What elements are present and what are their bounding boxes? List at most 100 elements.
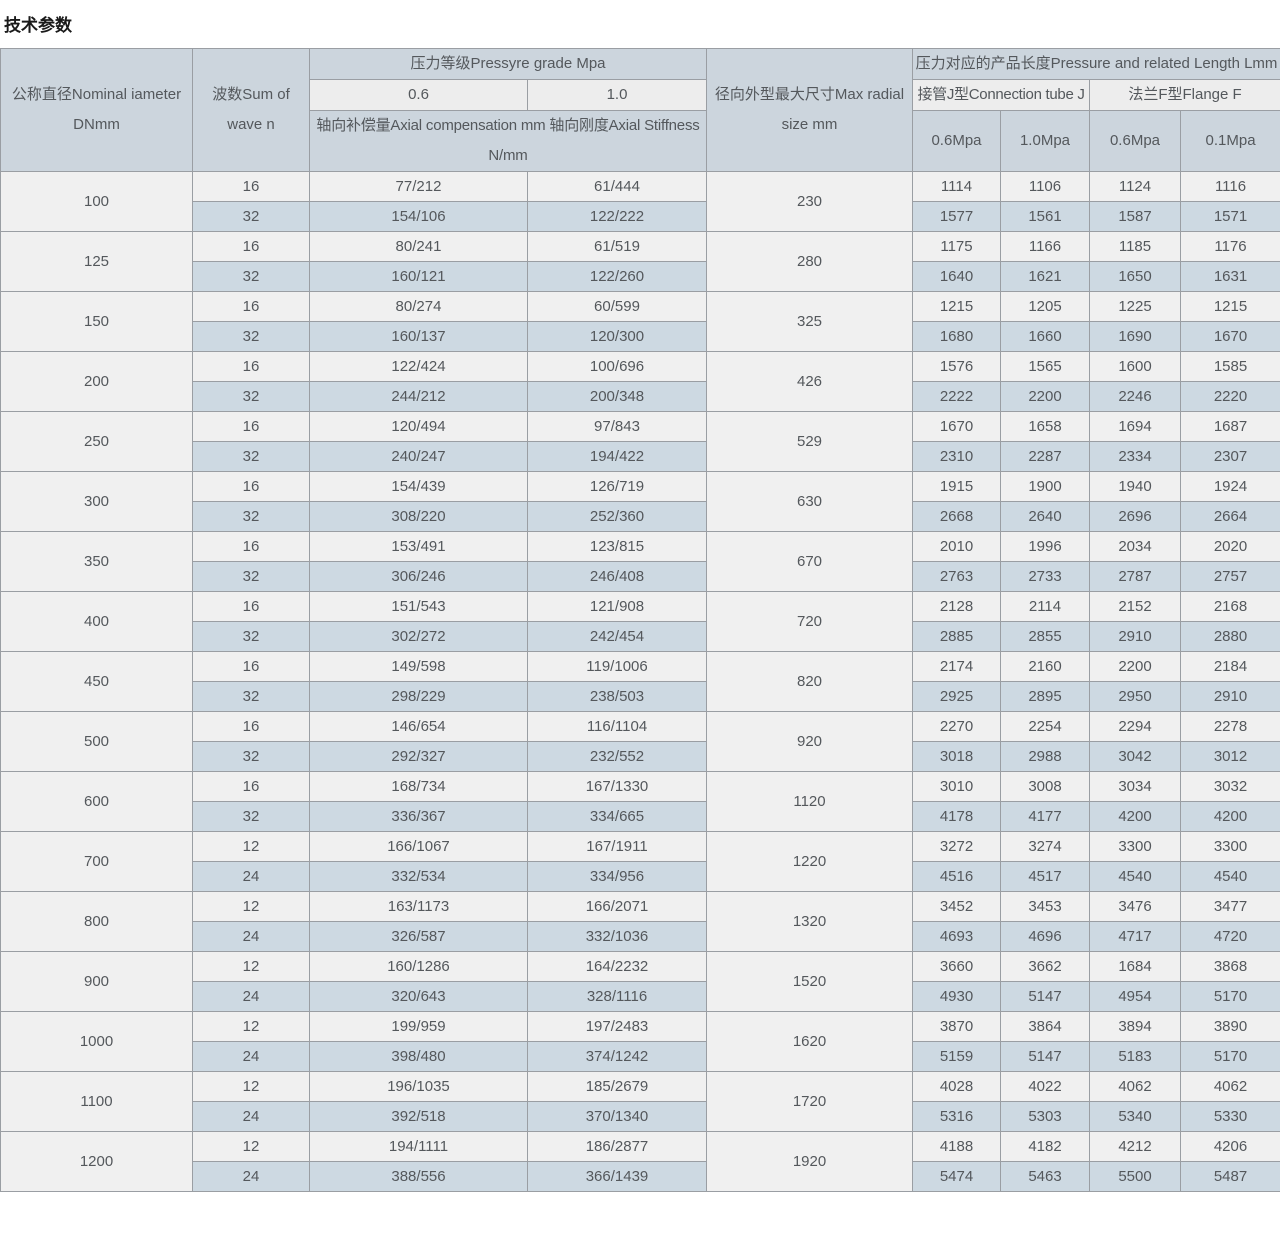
length-j-06-cell: 2310 — [912, 441, 1001, 472]
axial-06-cell: 80/241 — [309, 231, 528, 262]
table-row: 24 392/518 370/1340 5316 5303 5340 5330 — [1, 1101, 1280, 1132]
length-f-06-cell: 2294 — [1089, 711, 1181, 742]
length-f-06-cell: 5183 — [1089, 1041, 1181, 1072]
length-f-01-cell: 2278 — [1179, 711, 1280, 742]
axial-06-cell: 332/534 — [309, 861, 528, 892]
length-j-06-cell: 1576 — [912, 351, 1001, 382]
axial-10-cell: 164/2232 — [527, 951, 707, 982]
axial-06-cell: 240/247 — [309, 441, 528, 472]
radial-size-cell: 230 — [706, 171, 913, 232]
length-f-01-cell: 1571 — [1179, 201, 1280, 232]
radial-size-cell: 670 — [706, 531, 913, 592]
length-j-10-cell: 1996 — [1000, 531, 1090, 562]
wave-count-cell: 32 — [192, 441, 310, 472]
axial-10-cell: 370/1340 — [527, 1101, 707, 1132]
length-f-06-cell: 1225 — [1089, 291, 1181, 322]
length-j-10-cell: 3274 — [1000, 831, 1090, 862]
length-f-06-cell: 1600 — [1089, 351, 1181, 382]
length-f-01-cell: 2910 — [1179, 681, 1280, 712]
table-row: 400 16 151/543 121/908 720 2128 2114 2152 2168 — [0, 591, 1280, 652]
header-row-3: 轴向补偿量Axial compensation mm 轴向刚度Axial Sti… — [1, 110, 1280, 172]
axial-06-cell: 153/491 — [309, 531, 528, 562]
wave-count-cell: 32 — [192, 561, 310, 592]
wave-count-cell: 12 — [192, 1131, 310, 1162]
table-row: 32 160/137 120/300 1680 1660 1690 1670 — [1, 321, 1280, 352]
axial-06-cell: 149/598 — [309, 651, 528, 682]
axial-10-cell: 185/2679 — [527, 1071, 707, 1102]
axial-10-cell: 167/1330 — [527, 771, 707, 802]
axial-10-cell: 252/360 — [527, 501, 707, 532]
length-j-10-cell: 1561 — [1000, 201, 1090, 232]
wave-count-cell: 16 — [192, 531, 310, 562]
length-j-10-cell: 2254 — [1000, 711, 1090, 742]
wave-count-cell: 24 — [192, 921, 310, 952]
wave-count-cell: 32 — [192, 501, 310, 532]
length-j-10-cell: 2114 — [1000, 591, 1090, 622]
length-j-10-cell: 1900 — [1000, 471, 1090, 502]
length-f-01-cell: 1116 — [1179, 171, 1280, 202]
length-j-10-cell: 5147 — [1000, 1041, 1090, 1072]
length-f-06-cell: 2152 — [1089, 591, 1181, 622]
nominal-diameter-cell: 450 — [0, 651, 193, 712]
axial-06-cell: 244/212 — [309, 381, 528, 412]
length-f-06-cell: 3894 — [1089, 1011, 1181, 1042]
axial-10-cell: 119/1006 — [527, 651, 707, 682]
axial-06-cell: 154/439 — [309, 471, 528, 502]
axial-06-cell: 194/1111 — [309, 1131, 528, 1162]
technical-parameters-table: 公称直径Nominal iameter DNmm 波数Sum of wave n… — [0, 48, 1280, 1192]
length-j-06-cell: 3660 — [912, 951, 1001, 982]
length-f-06-cell: 3034 — [1089, 771, 1181, 802]
axial-06-cell: 199/959 — [309, 1011, 528, 1042]
length-j-10-cell: 2855 — [1000, 621, 1090, 652]
axial-06-cell: 80/274 — [309, 291, 528, 322]
wave-count-cell: 16 — [192, 351, 310, 382]
axial-10-cell: 97/843 — [527, 411, 707, 442]
length-f-01-cell: 5170 — [1179, 1041, 1280, 1072]
table-row: 700 12 166/1067 167/1911 1220 3272 3274 3300 330… — [0, 831, 1280, 892]
length-j-06-cell: 4178 — [912, 801, 1001, 832]
table-row: 32 302/272 242/454 2885 2855 2910 2880 — [1, 621, 1280, 652]
length-f-01-cell: 4720 — [1179, 921, 1280, 952]
length-j-06-cell: 3870 — [912, 1011, 1001, 1042]
wave-count-cell: 16 — [192, 171, 310, 202]
length-f-06-cell: 3042 — [1089, 741, 1181, 772]
length-f-01-cell: 3477 — [1179, 891, 1280, 922]
table-row: 32 244/212 200/348 2222 2200 2246 2220 — [1, 381, 1280, 412]
radial-size-cell: 529 — [706, 411, 913, 472]
length-f-01-cell: 3868 — [1179, 951, 1280, 982]
wave-count-cell: 24 — [192, 1041, 310, 1072]
table-row: 24 388/556 366/1439 5474 5463 5500 5487 — [1, 1161, 1280, 1192]
axial-10-cell: 122/222 — [527, 201, 707, 232]
length-j-10-cell: 5147 — [1000, 981, 1090, 1012]
length-f-01-cell: 3012 — [1179, 741, 1280, 772]
axial-10-cell: 232/552 — [527, 741, 707, 772]
length-f-06-cell: 1694 — [1089, 411, 1181, 442]
length-j-10-cell: 5303 — [1000, 1101, 1090, 1132]
length-f-06-cell: 5500 — [1089, 1161, 1181, 1192]
length-f-01-cell: 2757 — [1179, 561, 1280, 592]
length-f-01-cell: 3300 — [1179, 831, 1280, 862]
header-f-06mpa: 0.6Mpa — [1089, 110, 1181, 172]
length-j-06-cell: 1680 — [912, 321, 1001, 352]
length-j-06-cell: 2128 — [912, 591, 1001, 622]
nominal-diameter-cell: 500 — [0, 711, 193, 772]
length-f-01-cell: 3032 — [1179, 771, 1280, 802]
length-f-06-cell: 2200 — [1089, 651, 1181, 682]
nominal-diameter-cell: 250 — [0, 411, 193, 472]
nominal-diameter-cell: 400 — [0, 591, 193, 652]
wave-count-cell: 16 — [192, 771, 310, 802]
length-j-10-cell: 3453 — [1000, 891, 1090, 922]
length-f-06-cell: 1940 — [1089, 471, 1181, 502]
length-j-10-cell: 4696 — [1000, 921, 1090, 952]
axial-10-cell: 120/300 — [527, 321, 707, 352]
length-j-06-cell: 4516 — [912, 861, 1001, 892]
length-f-01-cell: 1176 — [1179, 231, 1280, 262]
length-f-01-cell: 1687 — [1179, 411, 1280, 442]
length-f-06-cell: 1690 — [1089, 321, 1181, 352]
length-f-06-cell: 2246 — [1089, 381, 1181, 412]
length-f-01-cell: 2020 — [1179, 531, 1280, 562]
length-f-01-cell: 4206 — [1179, 1131, 1280, 1162]
table-row: 32 292/327 232/552 3018 2988 3042 3012 — [1, 741, 1280, 772]
axial-06-cell: 146/654 — [309, 711, 528, 742]
length-j-06-cell: 5316 — [912, 1101, 1001, 1132]
